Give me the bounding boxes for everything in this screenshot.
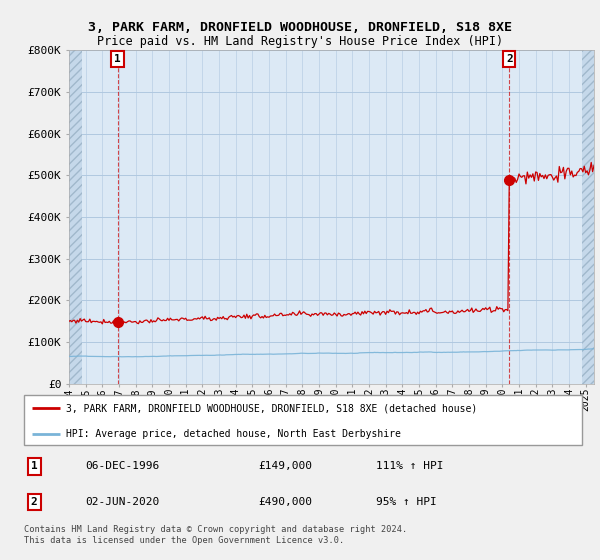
Text: 2: 2	[506, 54, 512, 64]
Text: 111% ↑ HPI: 111% ↑ HPI	[376, 461, 443, 472]
Text: 06-DEC-1996: 06-DEC-1996	[85, 461, 160, 472]
Text: Contains HM Land Registry data © Crown copyright and database right 2024.
This d: Contains HM Land Registry data © Crown c…	[24, 525, 407, 545]
Text: Price paid vs. HM Land Registry's House Price Index (HPI): Price paid vs. HM Land Registry's House …	[97, 35, 503, 48]
Text: £149,000: £149,000	[259, 461, 313, 472]
Text: 95% ↑ HPI: 95% ↑ HPI	[376, 497, 436, 507]
Text: 02-JUN-2020: 02-JUN-2020	[85, 497, 160, 507]
Text: 2: 2	[31, 497, 37, 507]
Bar	[69, 50, 82, 384]
Text: HPI: Average price, detached house, North East Derbyshire: HPI: Average price, detached house, Nort…	[66, 429, 401, 439]
Text: 3, PARK FARM, DRONFIELD WOODHOUSE, DRONFIELD, S18 8XE: 3, PARK FARM, DRONFIELD WOODHOUSE, DRONF…	[88, 21, 512, 34]
Text: 1: 1	[31, 461, 37, 472]
Text: £490,000: £490,000	[259, 497, 313, 507]
Text: 1: 1	[114, 54, 121, 64]
FancyBboxPatch shape	[24, 395, 582, 445]
Text: 3, PARK FARM, DRONFIELD WOODHOUSE, DRONFIELD, S18 8XE (detached house): 3, PARK FARM, DRONFIELD WOODHOUSE, DRONF…	[66, 403, 477, 413]
Bar	[581, 50, 594, 384]
